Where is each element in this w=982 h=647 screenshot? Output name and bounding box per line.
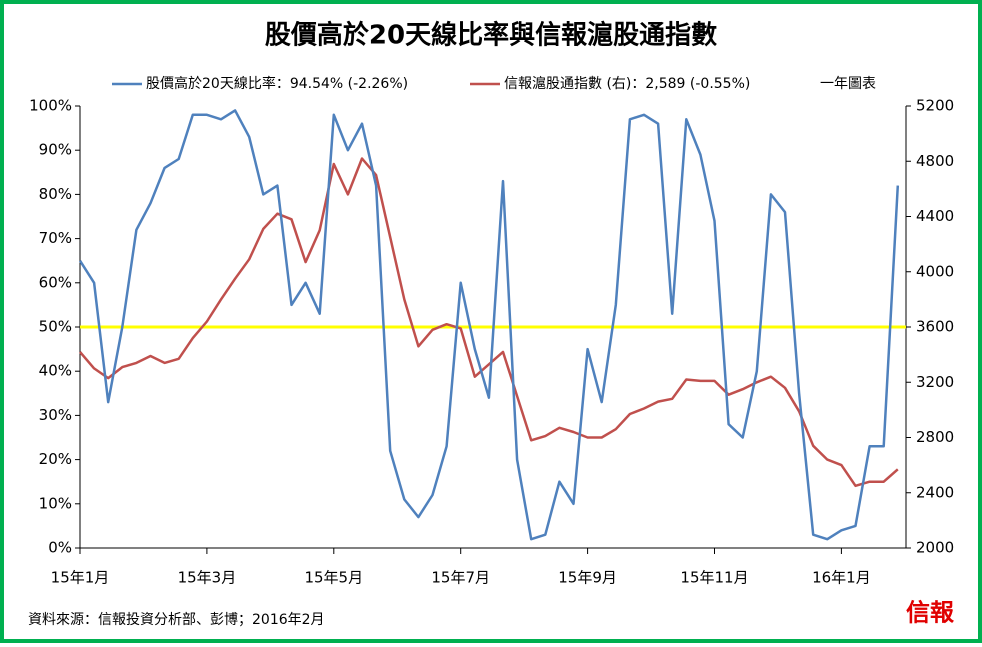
x-tick-label: 15年5月 [304, 569, 363, 587]
x-tick-label: 15年1月 [51, 569, 110, 587]
x-tick-label: 15年7月 [431, 569, 490, 587]
x-tick-label: 15年9月 [558, 569, 617, 587]
y-tick-label: 90% [39, 141, 72, 159]
y-tick-label: 100% [29, 97, 72, 115]
series-line [79, 157, 899, 488]
y2-tick-label: 5200 [916, 97, 954, 115]
legend-label: 信報滬股通指數 (右)：2,589 (-0.55%) [504, 75, 750, 92]
y2-tick-label: 2400 [916, 483, 954, 501]
legend-label: 股價高於20天線比率：94.54% (-2.26%) [146, 75, 408, 92]
source: 資料來源：信報投資分析部、彭博；2016年2月 [28, 611, 325, 628]
series-line [78, 109, 900, 541]
chart-title: 股價高於20天線比率與信報滬股通指數 [265, 20, 717, 51]
y-tick-label: 50% [39, 318, 72, 336]
note: 一年圖表 [820, 76, 876, 92]
x-tick-label: 15年11月 [680, 569, 748, 587]
y-tick-label: 60% [39, 273, 72, 291]
logo: 信報 [906, 598, 955, 627]
y2-tick-label: 3600 [916, 318, 954, 336]
x-tick-label: 16年1月 [812, 569, 871, 587]
y-tick-label: 80% [39, 185, 72, 203]
x-tick-label: 15年3月 [178, 569, 237, 587]
y2-tick-label: 2000 [916, 539, 954, 557]
y-tick-label: 20% [39, 450, 72, 468]
y2-tick-label: 2800 [916, 428, 954, 446]
y-tick-label: 10% [39, 494, 72, 512]
y-tick-label: 40% [39, 362, 72, 380]
y-tick-label: 0% [48, 539, 72, 557]
y2-tick-label: 4400 [916, 207, 954, 225]
y2-tick-label: 4800 [916, 152, 954, 170]
y-tick-label: 30% [39, 406, 72, 424]
y2-tick-label: 4000 [916, 262, 954, 280]
y2-tick-label: 3200 [916, 373, 954, 391]
y-tick-label: 70% [39, 229, 72, 247]
